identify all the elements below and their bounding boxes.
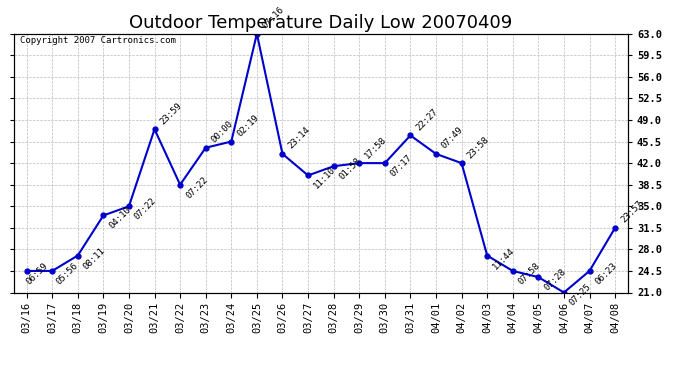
Text: 07:22: 07:22: [184, 175, 209, 200]
Text: 07:25: 07:25: [568, 282, 593, 308]
Text: 23:58: 23:58: [466, 135, 491, 160]
Text: 23:57: 23:57: [619, 200, 644, 225]
Text: 07:17: 07:17: [388, 153, 414, 178]
Text: 07:16: 07:16: [261, 5, 286, 31]
Text: 11:44: 11:44: [491, 246, 516, 271]
Text: 01:58: 01:58: [337, 156, 363, 182]
Text: 23:59: 23:59: [159, 101, 184, 126]
Text: 07:28: 07:28: [542, 267, 568, 292]
Text: 07:49: 07:49: [440, 125, 465, 151]
Text: 06:23: 06:23: [593, 261, 619, 286]
Text: 06:59: 06:59: [24, 261, 50, 286]
Text: 22:27: 22:27: [414, 107, 440, 132]
Text: 02:19: 02:19: [235, 113, 261, 138]
Text: 07:58: 07:58: [517, 261, 542, 286]
Text: 00:00: 00:00: [210, 119, 235, 145]
Text: 05:56: 05:56: [55, 261, 80, 286]
Text: 11:10: 11:10: [312, 165, 337, 191]
Text: Copyright 2007 Cartronics.com: Copyright 2007 Cartronics.com: [20, 36, 176, 45]
Text: 04:10: 04:10: [107, 206, 132, 231]
Text: 07:22: 07:22: [132, 196, 158, 222]
Text: 17:58: 17:58: [363, 135, 388, 160]
Text: 23:14: 23:14: [286, 125, 312, 151]
Text: 08:11: 08:11: [81, 246, 107, 271]
Title: Outdoor Temperature Daily Low 20070409: Outdoor Temperature Daily Low 20070409: [129, 14, 513, 32]
